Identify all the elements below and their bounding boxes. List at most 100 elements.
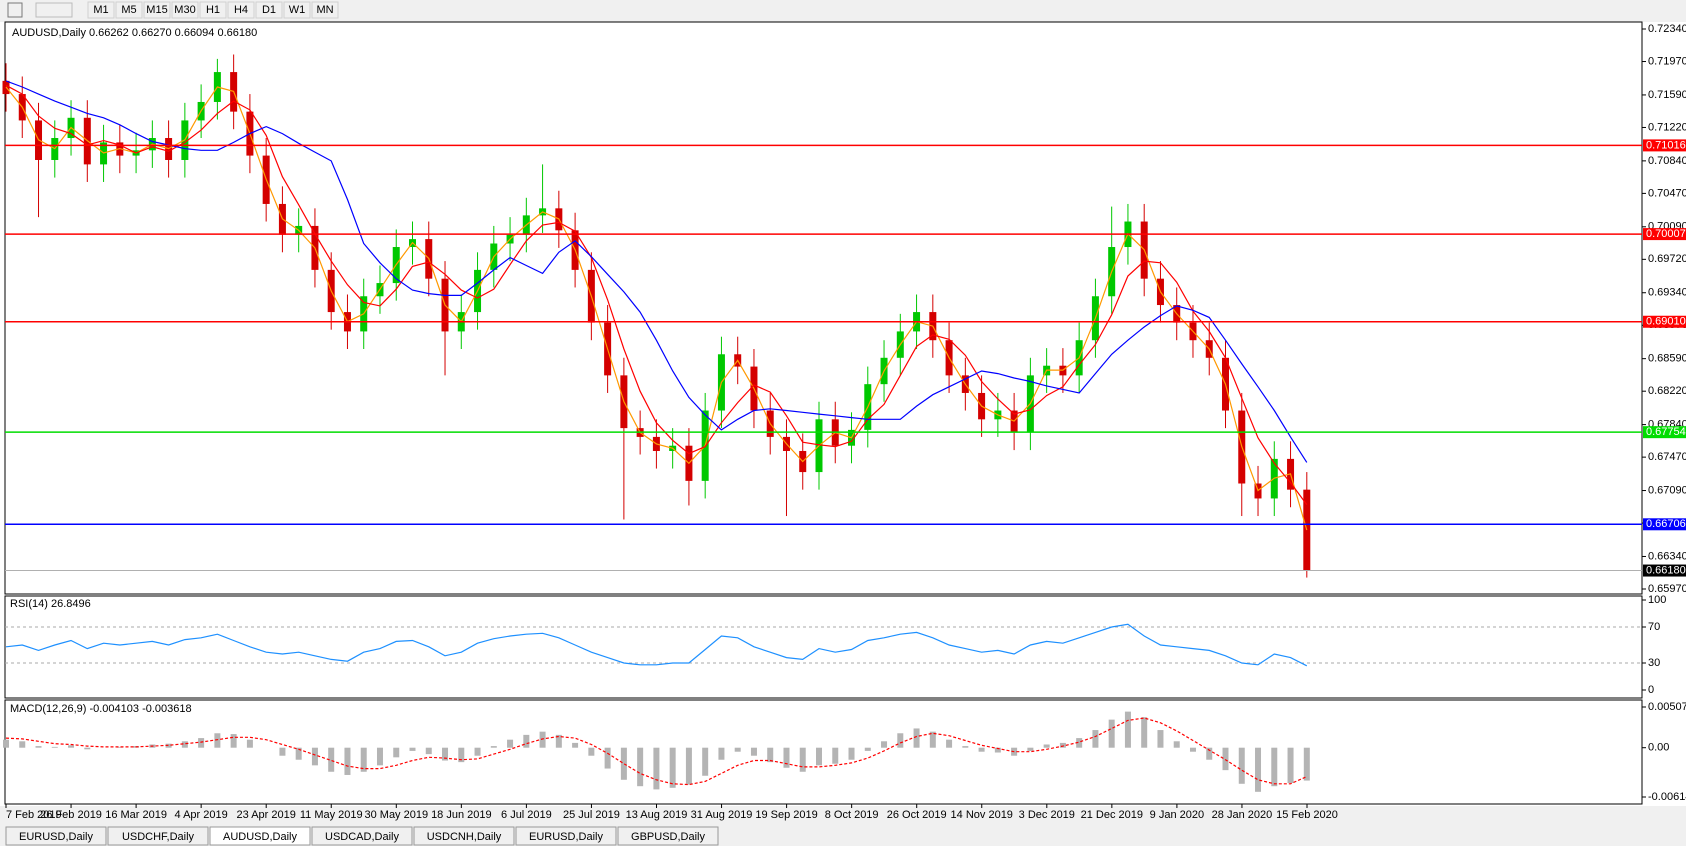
- macd-bar: [214, 733, 221, 748]
- tab[interactable]: [5, 826, 107, 846]
- macd-bar: [344, 747, 351, 775]
- macd-bar: [246, 739, 253, 748]
- timeframe-label: M1: [93, 4, 108, 16]
- macd-bar: [1303, 747, 1310, 781]
- macd-bar: [230, 734, 237, 748]
- timeframe-button[interactable]: [143, 1, 171, 19]
- y-tick-label: 0.71590: [1648, 89, 1686, 101]
- macd-bar: [750, 747, 757, 756]
- price-level-tag: [1643, 139, 1686, 152]
- crosshair-icon[interactable]: [7, 2, 23, 18]
- timeframe-button[interactable]: [87, 1, 115, 19]
- macd-bar: [165, 743, 172, 748]
- macd-bar: [669, 747, 676, 788]
- y-tick-label: 0.66340: [1648, 550, 1686, 562]
- macd-bar: [490, 746, 497, 748]
- macd-bar: [360, 747, 367, 772]
- macd-bar: [588, 747, 595, 756]
- macd-bar: [1059, 742, 1066, 748]
- chart-area: [0, 22, 1686, 806]
- timeframe-button[interactable]: [311, 1, 339, 19]
- y-tick-label: 0.72340: [1648, 23, 1686, 35]
- macd-bar: [1157, 730, 1164, 748]
- tab[interactable]: [209, 826, 311, 846]
- y-tick-label: 0.65970: [1648, 583, 1686, 595]
- tools-dropdown[interactable]: [35, 2, 73, 18]
- macd-bar: [783, 747, 790, 768]
- tab-label: USDCNH,Daily: [427, 831, 502, 843]
- price-level-tag: [1643, 564, 1686, 577]
- macd-bar: [393, 747, 400, 758]
- macd-bar: [994, 747, 1001, 753]
- y-tick-label: 0.69340: [1648, 287, 1686, 299]
- x-tick-label: 14 Nov 2019: [951, 809, 1013, 821]
- y-tick-label: 0.70470: [1648, 187, 1686, 199]
- x-tick-label: 9 Jan 2020: [1150, 809, 1204, 821]
- tab-label: USDCHF,Daily: [122, 831, 195, 843]
- timeframe-button[interactable]: [171, 1, 199, 19]
- main-panel: [4, 21, 1643, 595]
- price-level-label: 0.70007: [1646, 228, 1686, 240]
- macd-bar: [962, 746, 969, 748]
- x-tick-label: 11 May 2019: [300, 809, 363, 821]
- macd-bar: [1222, 747, 1229, 771]
- macd-bar: [734, 747, 741, 752]
- price-level-tag: [1643, 315, 1686, 328]
- macd-bar: [864, 747, 871, 751]
- timeframe-button[interactable]: [255, 1, 283, 19]
- macd-bar: [295, 747, 302, 760]
- timeframe-label: H4: [234, 4, 248, 16]
- timeframe-button[interactable]: [199, 1, 227, 19]
- macd-bar: [409, 747, 416, 751]
- y-tick-label: 0.71220: [1648, 121, 1686, 133]
- y-tick-label: 0.70840: [1648, 155, 1686, 167]
- macd-bar: [832, 747, 839, 764]
- timeframe-label: M30: [174, 4, 195, 16]
- macd-bar: [799, 747, 806, 772]
- macd-panel: [4, 699, 1643, 805]
- timeframe-button[interactable]: [227, 1, 255, 19]
- macd-bar: [458, 747, 465, 763]
- macd-bar: [848, 747, 855, 760]
- macd-bar: [620, 747, 627, 780]
- y-tick-label: 0.69720: [1648, 253, 1686, 265]
- tab[interactable]: [413, 826, 515, 846]
- macd-bar: [637, 747, 644, 787]
- price-level-label: 0.66180: [1646, 564, 1686, 576]
- y-tick-label: 0: [1648, 684, 1654, 696]
- macd-bar: [881, 741, 888, 748]
- tab[interactable]: [311, 826, 413, 846]
- tab[interactable]: [107, 826, 209, 846]
- macd-bar: [767, 747, 774, 763]
- tab[interactable]: [515, 826, 617, 846]
- macd-bar: [51, 746, 58, 748]
- macd-bar: [816, 747, 822, 766]
- macd-bar: [653, 747, 660, 790]
- macd-bar: [507, 739, 514, 748]
- timeframe-button[interactable]: [283, 1, 311, 19]
- y-tick-label: 30: [1648, 657, 1660, 669]
- tab[interactable]: [617, 826, 719, 846]
- x-tick-label: 16 Mar 2019: [105, 809, 167, 821]
- y-tick-label: 100: [1648, 594, 1666, 606]
- x-tick-label: 3 Dec 2019: [1019, 809, 1075, 821]
- macd-bar: [425, 747, 432, 755]
- macd-bar: [1124, 711, 1131, 748]
- x-tick-label: 4 Apr 2019: [175, 809, 228, 821]
- moving-average: [5, 80, 1308, 463]
- macd-bar: [1141, 717, 1148, 748]
- macd-bar: [68, 745, 75, 748]
- timeframe-label: MN: [316, 4, 333, 16]
- macd-bar: [946, 739, 953, 748]
- macd-title: MACD(12,26,9) -0.004103 -0.003618: [10, 703, 192, 715]
- macd-bar: [1238, 747, 1245, 784]
- macd-bar: [1092, 730, 1099, 748]
- timeframe-button[interactable]: [115, 1, 143, 19]
- macd-bar: [1287, 747, 1294, 783]
- x-tick-label: 23 Apr 2019: [237, 809, 296, 821]
- x-tick-label: 15 Feb 2020: [1276, 809, 1338, 821]
- timeframe-label: H1: [206, 4, 220, 16]
- moving-average: [5, 84, 1308, 505]
- x-tick-label: 7 Feb 2019: [6, 809, 62, 821]
- macd-bar: [1271, 747, 1278, 787]
